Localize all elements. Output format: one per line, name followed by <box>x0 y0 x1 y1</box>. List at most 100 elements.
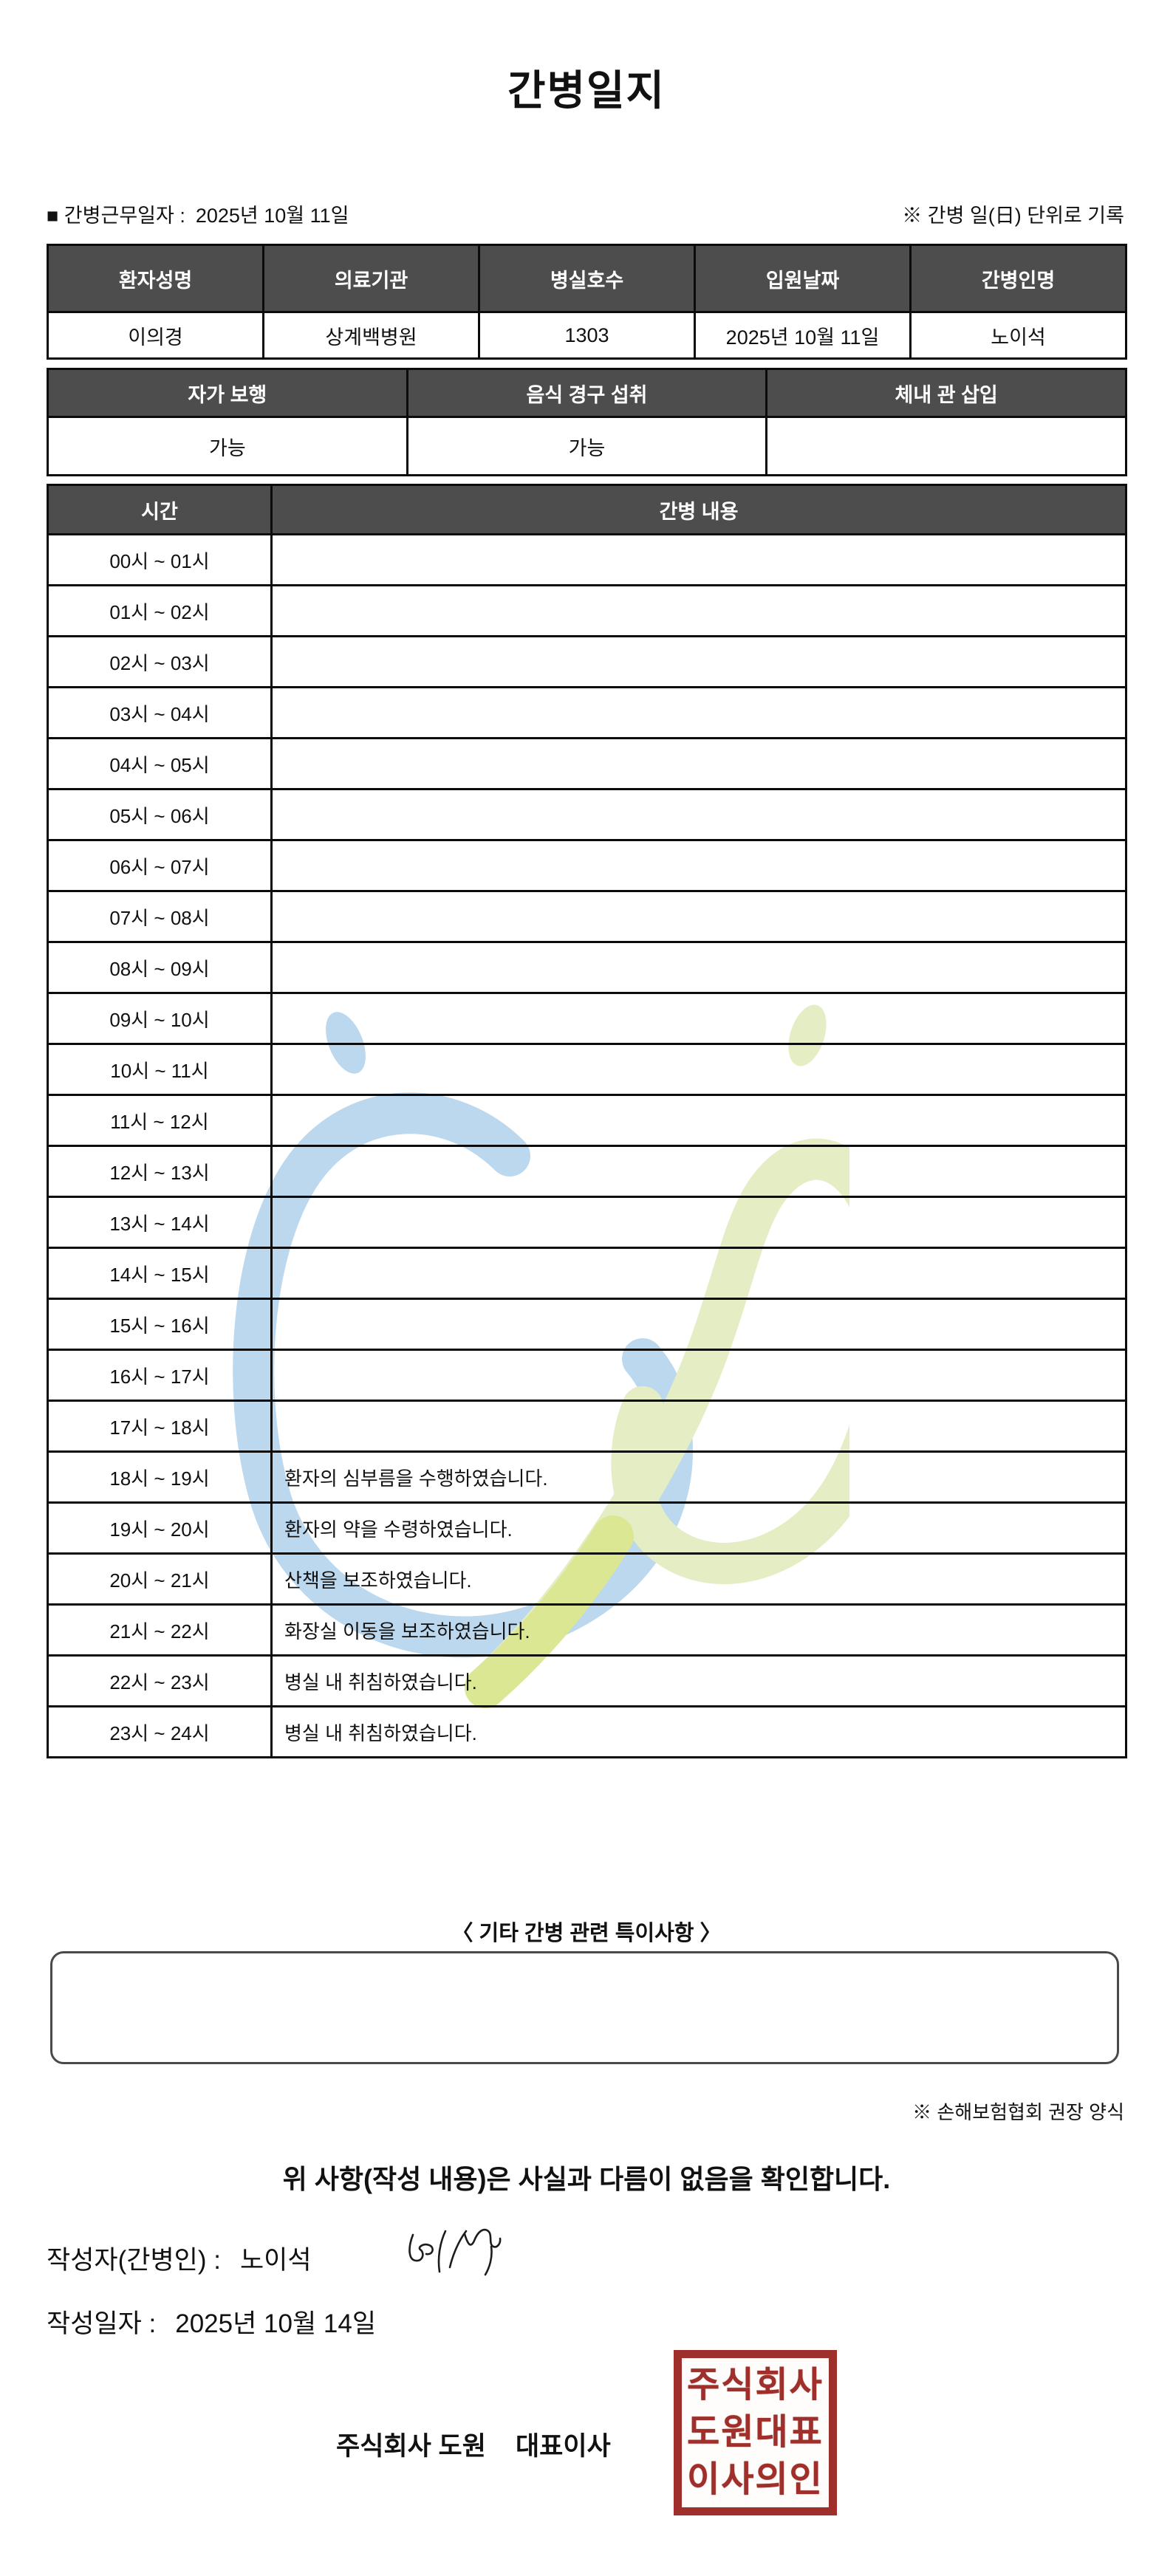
care-time-cell: 16시 ~ 17시 <box>47 1349 273 1402</box>
care-content-cell <box>270 1247 1127 1300</box>
care-row: 09시 ~ 10시 <box>47 992 1127 1045</box>
writer-line: 작성자(간병인) : 노이석 <box>47 2239 312 2277</box>
care-row: 14시 ~ 15시 <box>47 1247 1127 1300</box>
patient-header-cell: 의료기관 <box>262 244 480 313</box>
patient-header-row: 환자성명 의료기관 병실호수 입원날짜 간병인명 <box>47 244 1127 313</box>
care-content-cell: 환자의 약을 수령하였습니다. <box>270 1501 1127 1555</box>
care-time-cell: 22시 ~ 23시 <box>47 1654 273 1707</box>
patient-header-cell: 간병인명 <box>909 244 1127 313</box>
care-content-cell <box>270 1043 1127 1096</box>
care-row: 07시 ~ 08시 <box>47 890 1127 943</box>
care-content-cell <box>270 1145 1127 1198</box>
condition-header-cell: 체내 관 삽입 <box>765 368 1127 418</box>
condition-value-cell: 가능 <box>406 416 768 476</box>
care-row: 22시 ~ 23시 병실 내 취침하였습니다. <box>47 1654 1127 1707</box>
patient-header-cell: 환자성명 <box>47 244 264 313</box>
patient-value-cell: 2025년 10월 11일 <box>694 311 912 360</box>
patient-header-cell: 입원날짜 <box>694 244 912 313</box>
care-row: 18시 ~ 19시 환자의 심부름을 수행하였습니다. <box>47 1450 1127 1504</box>
page-title: 간병일지 <box>507 67 666 114</box>
care-time-cell: 14시 ~ 15시 <box>47 1247 273 1300</box>
care-time-cell: 10시 ~ 11시 <box>47 1043 273 1096</box>
patient-value-cell: 노이석 <box>909 311 1127 360</box>
care-content-cell <box>270 1196 1127 1249</box>
writer-label: 작성자(간병인) : <box>47 2246 221 2275</box>
care-content-cell <box>270 737 1127 790</box>
condition-header-cell: 자가 보행 <box>47 368 408 418</box>
care-content-cell <box>270 1298 1127 1351</box>
care-time-cell: 13시 ~ 14시 <box>47 1196 273 1249</box>
care-content-cell <box>270 686 1127 739</box>
condition-table: 자가 보행 음식 경구 섭취 체내 관 삽입 가능 가능 <box>47 368 1127 476</box>
company-line: 주식회사 도원 대표이사 <box>336 2425 611 2463</box>
care-log-table: 시간 간병 내용 00시 ~ 01시 01시 ~ 02시 02시 ~ 03시 <box>47 484 1127 1758</box>
care-row: 20시 ~ 21시 산책을 보조하였습니다. <box>47 1552 1127 1606</box>
care-content-cell <box>270 788 1127 841</box>
condition-header-row: 자가 보행 음식 경구 섭취 체내 관 삽입 <box>47 368 1127 418</box>
work-date-line: ■ 간병근무일자 : 2025년 10월 11일 <box>47 199 360 228</box>
care-row: 23시 ~ 24시 병실 내 취침하였습니다. <box>47 1705 1127 1758</box>
care-content-cell <box>270 890 1127 943</box>
care-time-cell: 03시 ~ 04시 <box>47 686 273 739</box>
patient-value-row: 이의경 상계백병원 1303 2025년 10월 11일 노이석 <box>47 311 1127 360</box>
care-content-cell: 화장실 이동을 보조하였습니다. <box>270 1603 1127 1657</box>
writer-name: 노이석 <box>239 2246 312 2275</box>
care-time-cell: 07시 ~ 08시 <box>47 890 273 943</box>
care-content-cell: 환자의 심부름을 수행하였습니다. <box>270 1450 1127 1504</box>
content-header-cell: 간병 내용 <box>270 484 1127 535</box>
care-row: 08시 ~ 09시 <box>47 941 1127 994</box>
care-time-cell: 20시 ~ 21시 <box>47 1552 273 1606</box>
ceo-title: 대표이사 <box>515 2432 611 2461</box>
work-date-label: ■ 간병근무일자 : <box>47 205 185 227</box>
care-content-cell <box>270 839 1127 892</box>
care-row: 21시 ~ 22시 화장실 이동을 보조하였습니다. <box>47 1603 1127 1657</box>
care-row: 11시 ~ 12시 <box>47 1094 1127 1147</box>
patient-header-cell: 병실호수 <box>478 244 696 313</box>
patient-value-cell: 1303 <box>478 311 696 360</box>
care-row: 13시 ~ 14시 <box>47 1196 1127 1249</box>
care-time-cell: 06시 ~ 07시 <box>47 839 273 892</box>
company-name: 주식회사 도원 <box>336 2432 486 2461</box>
care-time-cell: 08시 ~ 09시 <box>47 941 273 994</box>
care-time-cell: 23시 ~ 24시 <box>47 1705 273 1758</box>
condition-value-row: 가능 가능 <box>47 416 1127 476</box>
care-content-cell: 병실 내 취침하였습니다. <box>270 1705 1127 1758</box>
stamp-line: 이사의인 <box>687 2460 824 2499</box>
care-content-cell: 병실 내 취침하였습니다. <box>270 1654 1127 1707</box>
care-time-cell: 12시 ~ 13시 <box>47 1145 273 1198</box>
care-row: 10시 ~ 11시 <box>47 1043 1127 1096</box>
care-row: 19시 ~ 20시 환자의 약을 수령하였습니다. <box>47 1501 1127 1555</box>
patient-value-cell: 상계백병원 <box>262 311 480 360</box>
stamp-line: 도원대표 <box>687 2413 824 2452</box>
work-date-value: 2025년 10월 11일 <box>195 205 349 227</box>
care-row: 15시 ~ 16시 <box>47 1298 1127 1351</box>
care-content-cell <box>270 992 1127 1045</box>
care-content-cell <box>270 533 1127 586</box>
care-content-cell <box>270 635 1127 688</box>
care-content-cell <box>270 941 1127 994</box>
care-content-cell: 산책을 보조하였습니다. <box>270 1552 1127 1606</box>
care-row: 16시 ~ 17시 <box>47 1349 1127 1402</box>
patient-value-cell: 이의경 <box>47 311 264 360</box>
care-time-cell: 00시 ~ 01시 <box>47 533 273 586</box>
unit-note: ※ 간병 일(日) 단위로 기록 <box>902 205 1124 227</box>
care-time-cell: 11시 ~ 12시 <box>47 1094 273 1147</box>
care-row: 04시 ~ 05시 <box>47 737 1127 790</box>
care-time-cell: 09시 ~ 10시 <box>47 992 273 1045</box>
confirmation-statement: 위 사항(작성 내용)은 사실과 다름이 없음을 확인합니다. <box>282 2164 891 2194</box>
care-time-cell: 17시 ~ 18시 <box>47 1400 273 1453</box>
care-time-cell: 05시 ~ 06시 <box>47 788 273 841</box>
care-time-cell: 15시 ~ 16시 <box>47 1298 273 1351</box>
signature-scribble <box>408 2228 502 2276</box>
care-time-cell: 19시 ~ 20시 <box>47 1501 273 1555</box>
notes-title: 〈 기타 간병 관련 특이사항 〉 <box>451 1922 722 1945</box>
care-row: 01시 ~ 02시 <box>47 584 1127 637</box>
care-header-row: 시간 간병 내용 <box>47 484 1127 535</box>
date-label: 작성일자 : <box>47 2309 157 2338</box>
care-content-cell <box>270 1400 1127 1453</box>
care-row: 05시 ~ 06시 <box>47 788 1127 841</box>
condition-header-cell: 음식 경구 섭취 <box>406 368 768 418</box>
condition-value-cell <box>765 416 1127 476</box>
care-row: 12시 ~ 13시 <box>47 1145 1127 1198</box>
